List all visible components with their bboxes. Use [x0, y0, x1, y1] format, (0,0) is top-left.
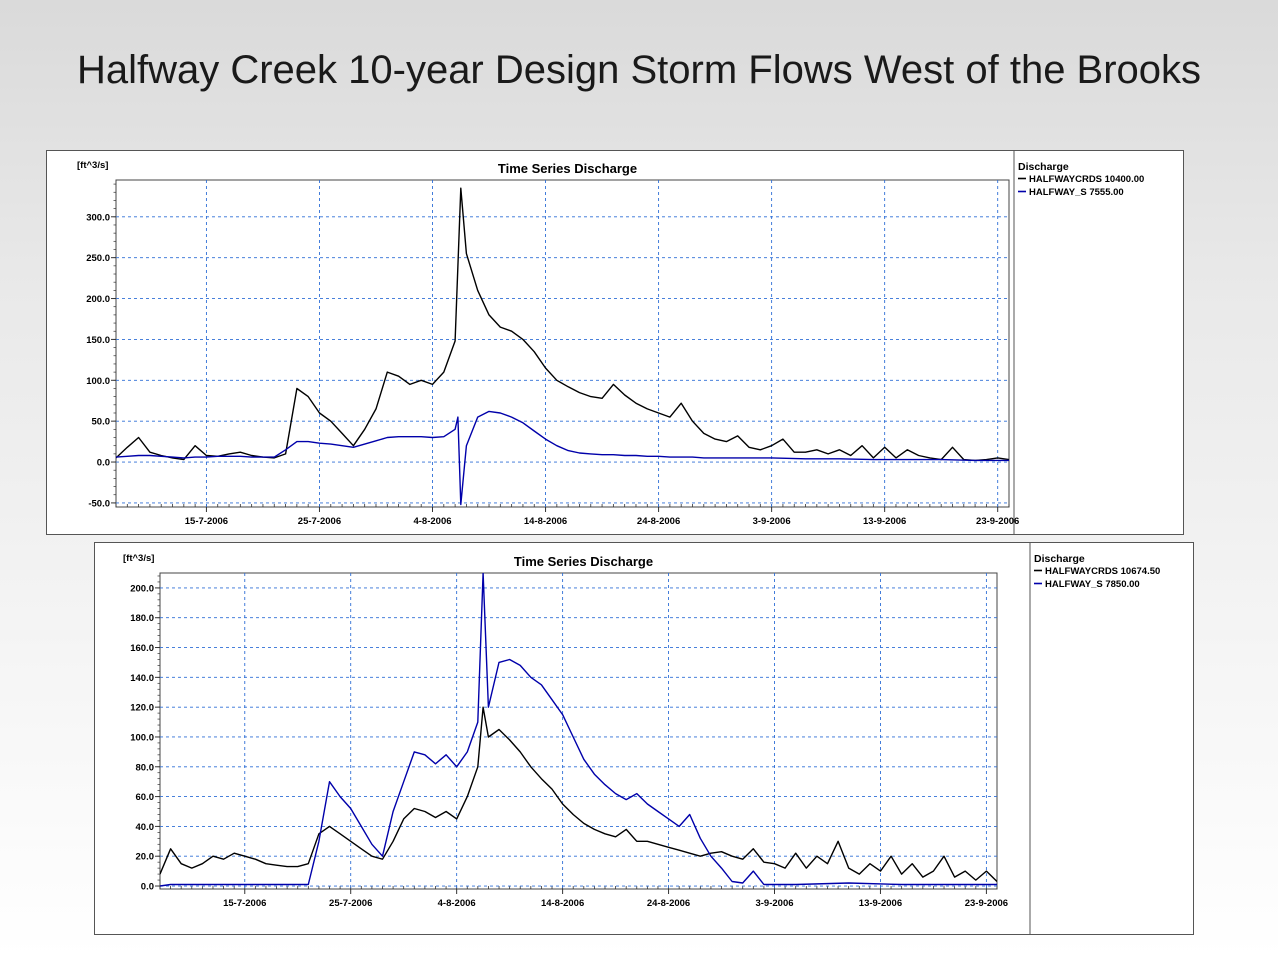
legend-entry: HALFWAYCRDS 10400.00 — [1029, 174, 1144, 185]
x-tick-label: 24-8-2006 — [647, 898, 690, 909]
x-tick-label: 13-9-2006 — [859, 898, 902, 909]
legend-title: Discharge — [1018, 161, 1069, 173]
x-tick-label: 25-7-2006 — [329, 898, 372, 909]
x-tick-label: 24-8-2006 — [637, 516, 680, 527]
legend-entry: HALFWAY_S 7850.00 — [1045, 579, 1140, 590]
y-tick-label: 20.0 — [136, 852, 155, 863]
slide-title: Halfway Creek 10-year Design Storm Flows… — [76, 48, 1202, 92]
chart-title: Time Series Discharge — [514, 554, 653, 569]
x-tick-label: 23-9-2006 — [976, 516, 1019, 527]
chart-panel-top: -50.0 0.0 50.0 100.0 150.0 200.0 250.0 300.0 15-… — [46, 150, 1184, 535]
y-axis-unit-label: [ft^3/s] — [123, 553, 154, 564]
y-tick-label: 300.0 — [86, 212, 110, 223]
chart-bottom: 0.0 20.0 40.0 60.0 80.0 100.0 120.0 140.0 160.0 1… — [123, 543, 1160, 934]
y-tick-label: 150.0 — [86, 335, 110, 346]
y-tick-label: 100.0 — [86, 376, 110, 387]
y-tick-label: 120.0 — [130, 703, 154, 714]
legend-entry: HALFWAYCRDS 10674.50 — [1045, 566, 1160, 577]
y-tick-label: 140.0 — [130, 673, 154, 684]
y-tick-label: 40.0 — [136, 822, 155, 833]
y-axis-unit-label: [ft^3/s] — [77, 160, 108, 171]
x-tick-label: 15-7-2006 — [185, 516, 228, 527]
legend-entry: HALFWAY_S 7555.00 — [1029, 187, 1124, 198]
chart-top: -50.0 0.0 50.0 100.0 150.0 200.0 250.0 300.0 15-… — [77, 151, 1144, 534]
plot-area — [115, 179, 1010, 508]
y-tick-label: -50.0 — [88, 498, 110, 509]
x-tick-label: 3-9-2006 — [753, 516, 791, 527]
plot-area — [159, 572, 998, 890]
chart-title: Time Series Discharge — [498, 161, 637, 176]
x-tick-label: 25-7-2006 — [298, 516, 341, 527]
y-tick-label: 160.0 — [130, 643, 154, 654]
y-tick-label: 180.0 — [130, 613, 154, 624]
y-tick-label: 250.0 — [86, 253, 110, 264]
x-tick-label: 15-7-2006 — [223, 898, 266, 909]
series-line-2 — [116, 410, 1009, 506]
y-tick-label: 100.0 — [130, 732, 154, 743]
series-line-2 — [160, 573, 997, 887]
y-tick-label: 80.0 — [136, 762, 155, 773]
x-tick-label: 14-8-2006 — [541, 898, 584, 909]
y-tick-label: 50.0 — [92, 417, 111, 428]
y-tick-label: 0.0 — [141, 882, 154, 893]
x-tick-label: 4-8-2006 — [413, 516, 451, 527]
series-line-1 — [160, 706, 997, 882]
x-tick-label: 13-9-2006 — [863, 516, 906, 527]
x-tick-label: 23-9-2006 — [965, 898, 1008, 909]
x-tick-label: 3-9-2006 — [755, 898, 793, 909]
y-tick-label: 60.0 — [136, 792, 155, 803]
y-tick-label: 0.0 — [97, 458, 110, 469]
chart-panel-bottom: 0.0 20.0 40.0 60.0 80.0 100.0 120.0 140.0 160.0 1… — [94, 542, 1194, 935]
y-tick-label: 200.0 — [130, 583, 154, 594]
y-tick-label: 200.0 — [86, 294, 110, 305]
legend-title: Discharge — [1034, 553, 1085, 565]
x-tick-label: 4-8-2006 — [438, 898, 476, 909]
x-tick-label: 14-8-2006 — [524, 516, 567, 527]
